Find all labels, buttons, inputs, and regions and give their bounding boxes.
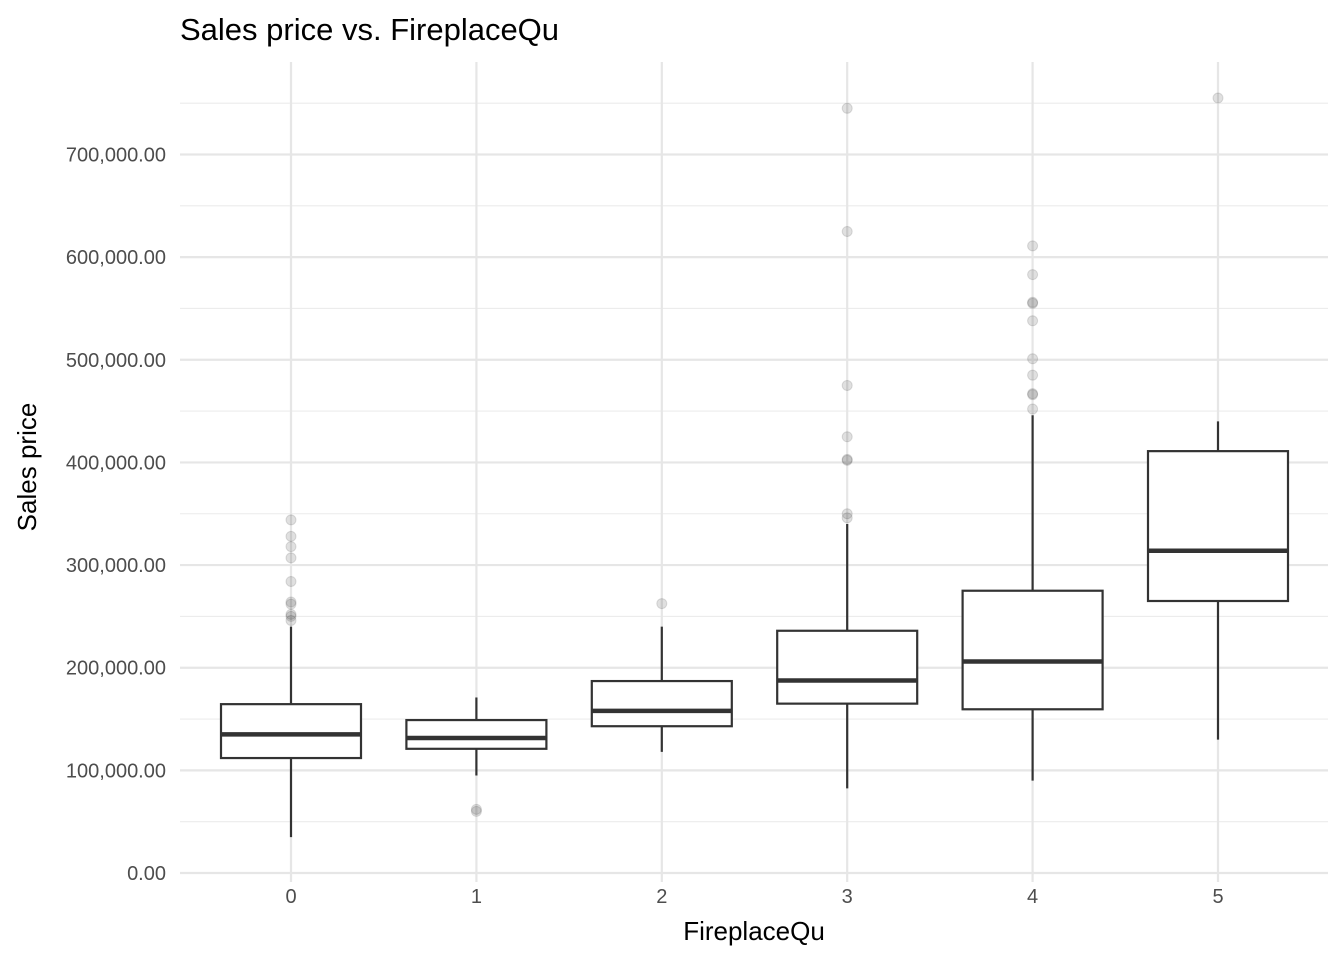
outlier-point: [841, 431, 853, 443]
outlier-point: [1027, 403, 1039, 415]
iqr-box: [961, 589, 1104, 711]
x-tick-label: 1: [471, 886, 482, 908]
outlier-point: [841, 102, 853, 114]
outlier-point: [841, 225, 853, 237]
outlier-point: [1027, 296, 1039, 308]
grid-layer: [180, 62, 1328, 882]
outlier-point: [656, 598, 668, 610]
x-tick-label: 4: [1027, 886, 1038, 908]
tick-layer: 0.00 100,000.00 200,000.00 300,000.00 400,00…: [66, 145, 1224, 909]
outlier-point: [285, 514, 297, 526]
y-tick-label: 400,000.00: [66, 452, 166, 474]
iqr-box: [1146, 450, 1290, 603]
y-tick-label: 700,000.00: [66, 145, 166, 167]
chart-title: Sales price vs. FireplaceQu: [180, 12, 559, 47]
outlier-point: [1027, 315, 1039, 327]
outlier-point: [841, 512, 853, 524]
y-tick-label: 500,000.00: [66, 350, 166, 372]
x-tick-label: 2: [656, 886, 667, 908]
y-tick-label: 0.00: [127, 863, 166, 885]
outlier-point: [1027, 353, 1039, 365]
outlier-point: [285, 614, 297, 626]
y-tick-label: 200,000.00: [66, 658, 166, 680]
iqr-box: [590, 679, 733, 728]
y-tick-label: 100,000.00: [66, 760, 166, 782]
iqr-box: [405, 718, 548, 750]
outlier-point: [285, 596, 297, 608]
box-group: [776, 102, 919, 789]
outlier-point: [285, 530, 297, 542]
box-group: [961, 240, 1104, 781]
box-layer: [219, 92, 1290, 838]
y-tick-label: 300,000.00: [66, 555, 166, 577]
outlier-point: [1027, 269, 1039, 281]
outlier-point: [841, 453, 853, 465]
outlier-point: [285, 598, 297, 610]
outlier-point: [1027, 369, 1039, 381]
y-tick-label: 600,000.00: [66, 247, 166, 269]
outlier-point: [1027, 389, 1039, 401]
box-group: [405, 697, 548, 817]
outlier-point: [285, 575, 297, 587]
outlier-point: [1027, 388, 1039, 400]
x-axis-title: FireplaceQu: [683, 916, 825, 946]
iqr-box: [776, 629, 919, 705]
outlier-point: [1027, 240, 1039, 252]
outlier-point: [841, 508, 853, 520]
box-group: [590, 598, 733, 752]
outlier-point: [285, 552, 297, 564]
outlier-point: [1212, 92, 1224, 104]
x-tick-label: 0: [285, 886, 296, 908]
iqr-box: [219, 703, 363, 760]
box-group: [1146, 92, 1290, 740]
outlier-point: [285, 541, 297, 553]
outlier-point: [285, 608, 297, 620]
outlier-point: [470, 803, 482, 815]
outlier-point: [470, 805, 482, 817]
box-group: [219, 514, 363, 838]
x-tick-label: 3: [842, 886, 853, 908]
x-tick-label: 5: [1212, 886, 1223, 908]
outlier-point: [1027, 297, 1039, 309]
y-axis-title: Sales price: [12, 403, 42, 532]
outlier-point: [841, 454, 853, 466]
outlier-point: [285, 610, 297, 622]
outlier-point: [841, 379, 853, 391]
